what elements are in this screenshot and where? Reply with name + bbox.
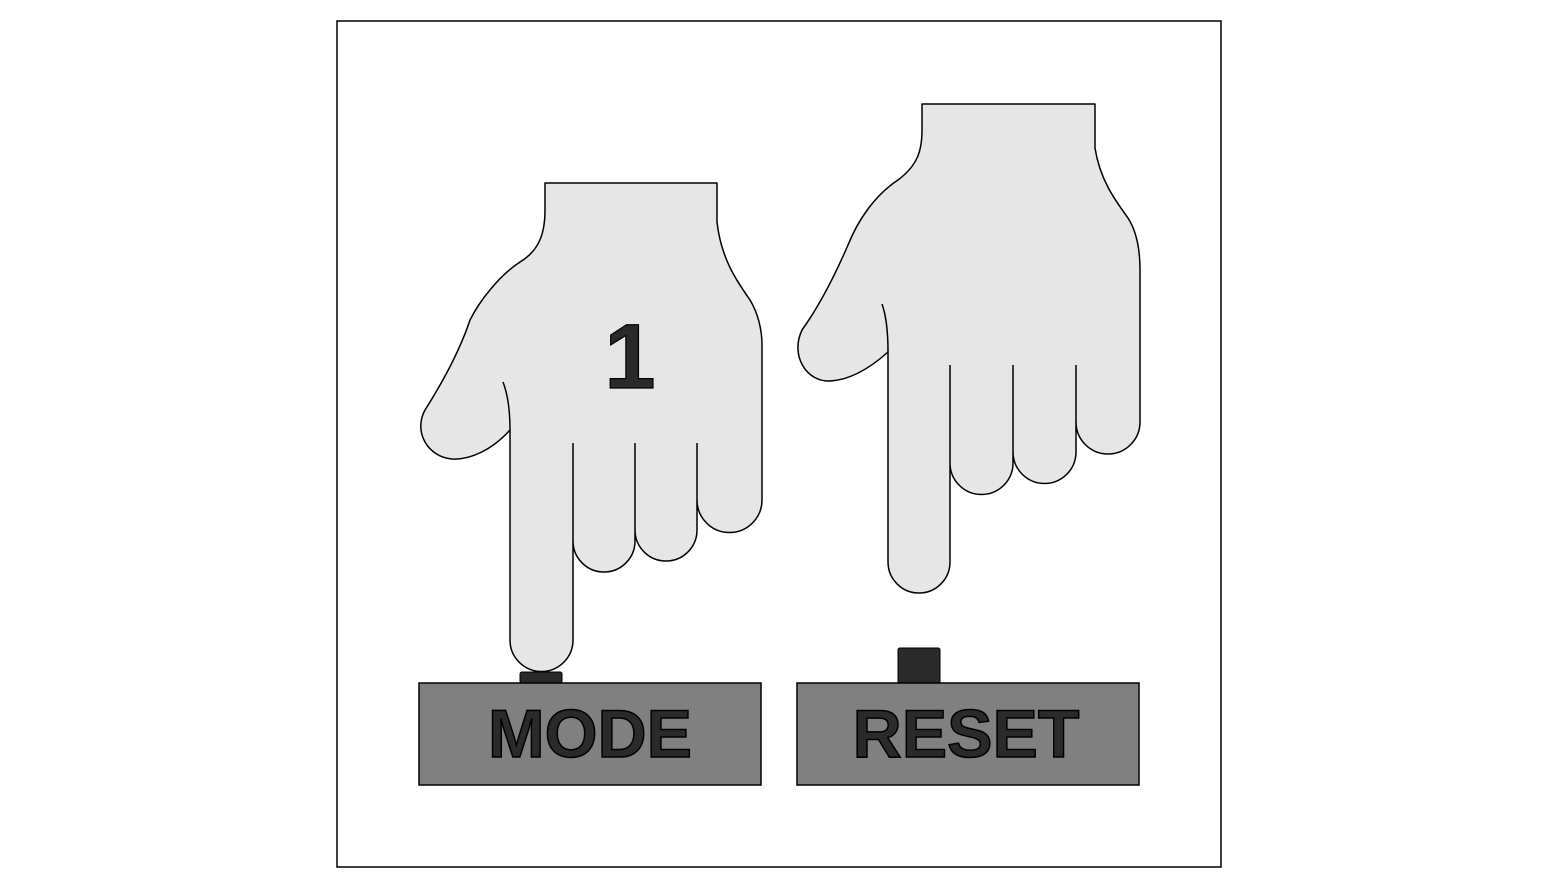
hand-number-label: 1: [604, 306, 655, 408]
left-hand-icon: 1: [420, 182, 763, 673]
reset-button-label: RESET: [853, 696, 1080, 772]
left-hand-thumb-line: [502, 381, 511, 431]
reset-button-plunger: [897, 647, 941, 685]
mode-button-body[interactable]: [418, 682, 762, 786]
mode-button-plunger: [519, 671, 563, 684]
right-hand-icon: [797, 103, 1141, 594]
right-hand-outline: [797, 103, 1141, 594]
reset-button-body[interactable]: [796, 682, 1140, 786]
left-hand-outline: [420, 182, 763, 673]
reset-button[interactable]: RESET: [796, 647, 1140, 786]
mode-button-label: MODE: [488, 696, 692, 772]
right-hand-thumb-line: [881, 303, 889, 353]
mode-button[interactable]: MODE: [418, 671, 762, 786]
